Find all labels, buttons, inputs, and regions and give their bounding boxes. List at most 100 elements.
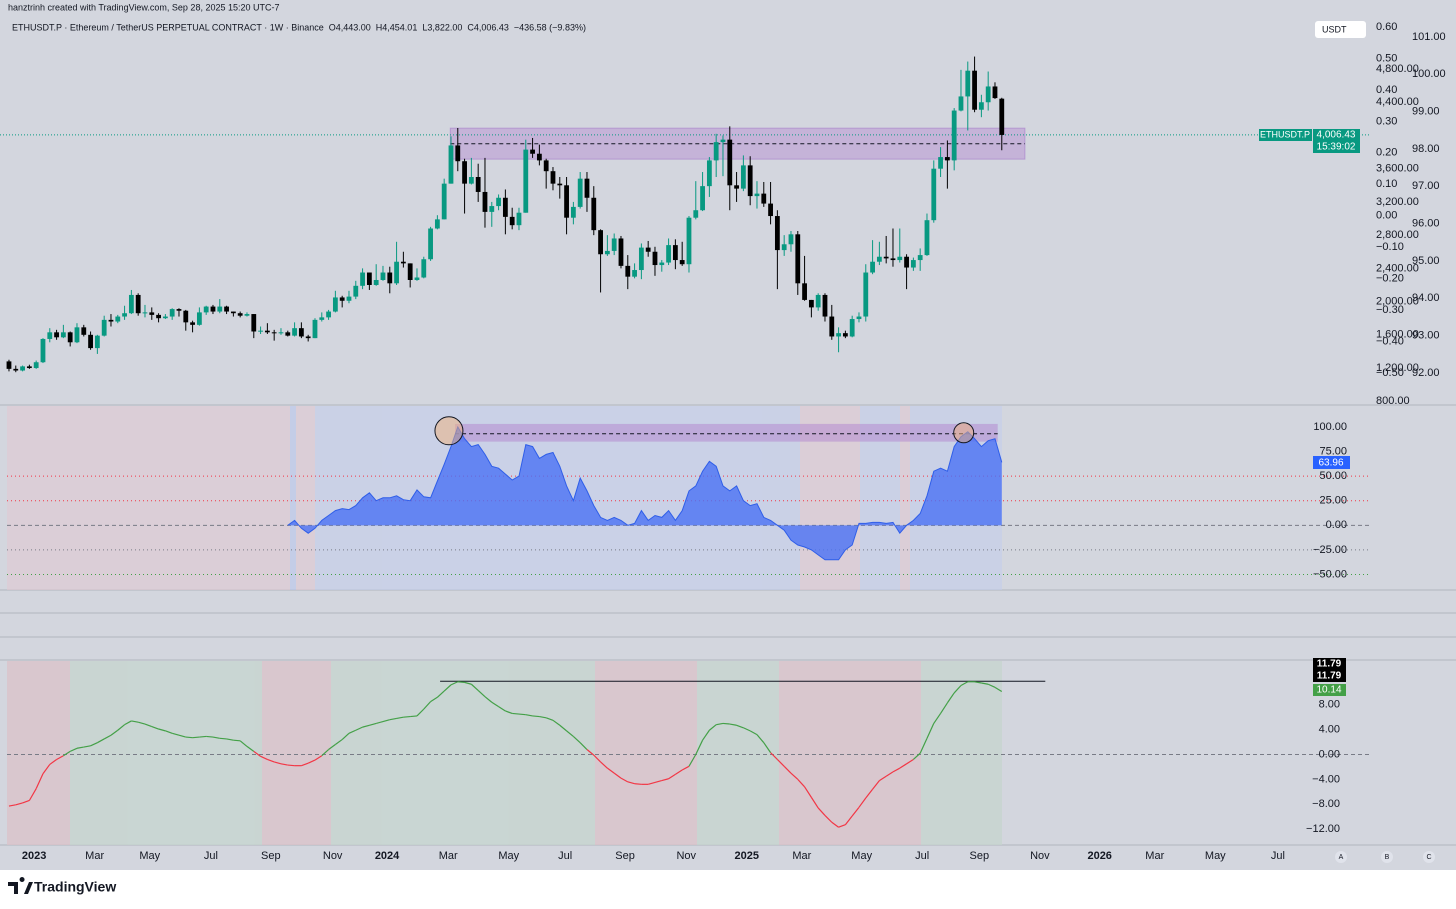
line-label-box	[1313, 658, 1346, 670]
candle-body	[863, 272, 869, 317]
scale-button[interactable]: C	[1426, 854, 1431, 861]
candle-body	[305, 336, 311, 339]
trend-segment	[586, 749, 595, 756]
trend-segment	[199, 735, 207, 738]
trend-segment	[926, 723, 935, 739]
candle-body	[190, 322, 195, 325]
y-tick-label: 4.00	[1319, 724, 1340, 736]
candle-body	[842, 333, 848, 337]
trend-segment	[274, 761, 282, 765]
trend-segment	[369, 722, 377, 726]
candle-body	[169, 309, 175, 317]
candle-body	[400, 261, 406, 264]
area-line	[287, 425, 1003, 561]
candle-body	[332, 297, 338, 312]
trend-segment	[776, 759, 785, 767]
x-tick-label: 2023	[22, 850, 46, 862]
trend-background	[7, 661, 1002, 845]
candle-body	[13, 368, 19, 371]
trend-segment	[470, 683, 479, 691]
candle-body	[217, 306, 223, 312]
candle-body	[768, 203, 773, 217]
candle-body	[530, 149, 535, 154]
candle-body	[298, 328, 304, 337]
trend-segment	[165, 730, 173, 734]
candle-body	[958, 96, 964, 111]
candle-body	[618, 238, 624, 266]
trend-segment	[117, 724, 125, 731]
candle-body	[122, 313, 127, 317]
trend-segment	[131, 720, 139, 723]
candle-body	[394, 261, 399, 284]
candle-body	[584, 178, 590, 198]
candle-body	[713, 142, 719, 161]
trend-segment	[403, 715, 411, 718]
trend-segment	[280, 763, 288, 766]
trend-segment	[919, 738, 928, 754]
trend-segment	[933, 713, 942, 724]
currency[interactable]: USDT	[1322, 24, 1347, 34]
line-label: 11.79	[1317, 671, 1342, 682]
candle-body	[802, 283, 807, 300]
candle-body	[978, 102, 984, 110]
scale-button[interactable]: B	[1385, 854, 1390, 861]
trend-segment	[613, 772, 622, 779]
x-tick-label: May	[139, 850, 160, 862]
candle-body	[278, 332, 284, 334]
candle-body	[870, 261, 875, 273]
line-label: 11.79	[1317, 659, 1342, 670]
candle-body	[700, 186, 705, 211]
candle-body	[156, 314, 161, 319]
y-tick-label: 0.00	[1326, 519, 1347, 531]
trend-segment	[512, 712, 520, 715]
y-tick-label: 92.00	[1412, 367, 1440, 379]
trend-segment	[233, 739, 241, 742]
y-tick-label: 8.00	[1319, 699, 1340, 711]
candle-body	[904, 256, 909, 268]
candle-body	[774, 216, 780, 251]
trend-segment	[348, 729, 357, 734]
trend-segment	[946, 692, 955, 704]
candle-body	[693, 210, 699, 218]
y-tick-label: 96.00	[1412, 217, 1440, 229]
scale-button[interactable]: A	[1339, 854, 1344, 861]
candle-body	[414, 277, 420, 280]
trend-segment	[28, 788, 37, 801]
trend-segment	[743, 727, 751, 732]
candle-body	[360, 272, 365, 286]
brand: TradingView	[34, 879, 116, 895]
trend-segment	[260, 755, 268, 761]
trend-segment	[545, 717, 554, 721]
trend-segment	[525, 714, 533, 717]
trend-segment	[851, 806, 860, 817]
trend-segment	[464, 681, 472, 685]
candle-body	[632, 270, 637, 277]
candle-body	[33, 362, 39, 369]
trend-segment	[416, 708, 425, 717]
currency-box[interactable]	[1315, 21, 1366, 38]
y-tick-label: −0.50	[1376, 367, 1404, 379]
candle-body	[598, 230, 603, 255]
trend-segment	[994, 686, 1003, 692]
x-tick-label: Nov	[1030, 850, 1050, 862]
candle-body	[666, 245, 671, 263]
trend-segment	[226, 738, 234, 741]
candle-body	[836, 333, 841, 337]
x-tick-label: Nov	[676, 850, 696, 862]
trend-segment	[912, 752, 921, 760]
y-tick-label: 0.40	[1376, 84, 1397, 96]
candle-body	[536, 153, 542, 161]
candle-body	[577, 178, 583, 207]
trend-segment	[49, 758, 57, 765]
candle-body	[258, 330, 263, 332]
y-tick-label: −12.00	[1306, 823, 1340, 835]
candle-body	[557, 183, 563, 186]
price-label-box	[1313, 129, 1360, 153]
candle-body	[128, 294, 134, 314]
candle-body	[183, 310, 189, 323]
trend-segment	[620, 777, 629, 783]
candle-body	[638, 247, 644, 271]
y-tick-label: 0.00	[1319, 748, 1340, 760]
trend-segment	[892, 767, 901, 773]
